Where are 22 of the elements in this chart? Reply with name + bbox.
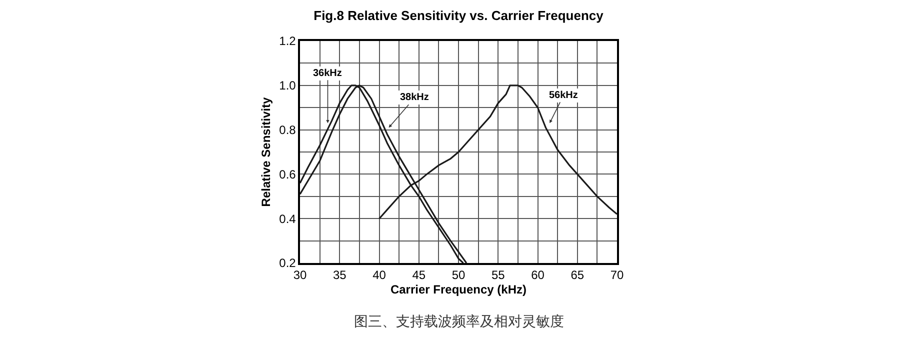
x-tick-label: 50 (452, 268, 466, 282)
y-tick-label: 0.8 (279, 123, 296, 137)
y-tick-label: 1.0 (279, 78, 296, 93)
x-tick-label: 70 (610, 268, 624, 282)
annotation: 56kHz (549, 90, 578, 101)
y-tick-label: 0.2 (279, 256, 296, 270)
x-tick-label: 45 (412, 268, 426, 282)
y-tick-label: 0.6 (279, 167, 296, 182)
text: 图三、支持载波频率及相对灵敏度 (354, 314, 564, 330)
x-tick-label: 55 (491, 268, 506, 282)
annotation: 36kHz (313, 68, 342, 79)
y-tick-label: 1.2 (279, 34, 296, 48)
chart-title: Fig.8 Relative Sensitivity vs. Carrier Frequency (314, 8, 604, 23)
x-tick-label: 60 (531, 268, 545, 282)
x-tick-label: 40 (372, 268, 386, 282)
y-axis-title: Relative Sensitivity (258, 96, 273, 207)
x-tick-label: 65 (570, 268, 584, 282)
annotation: 38kHz (400, 92, 429, 103)
y-tick-label: 0.4 (279, 212, 296, 226)
x-axis-title: Carrier Frequency (kHz) (390, 282, 527, 297)
x-tick-label: 30 (293, 268, 307, 282)
x-tick-label: 35 (332, 268, 347, 282)
